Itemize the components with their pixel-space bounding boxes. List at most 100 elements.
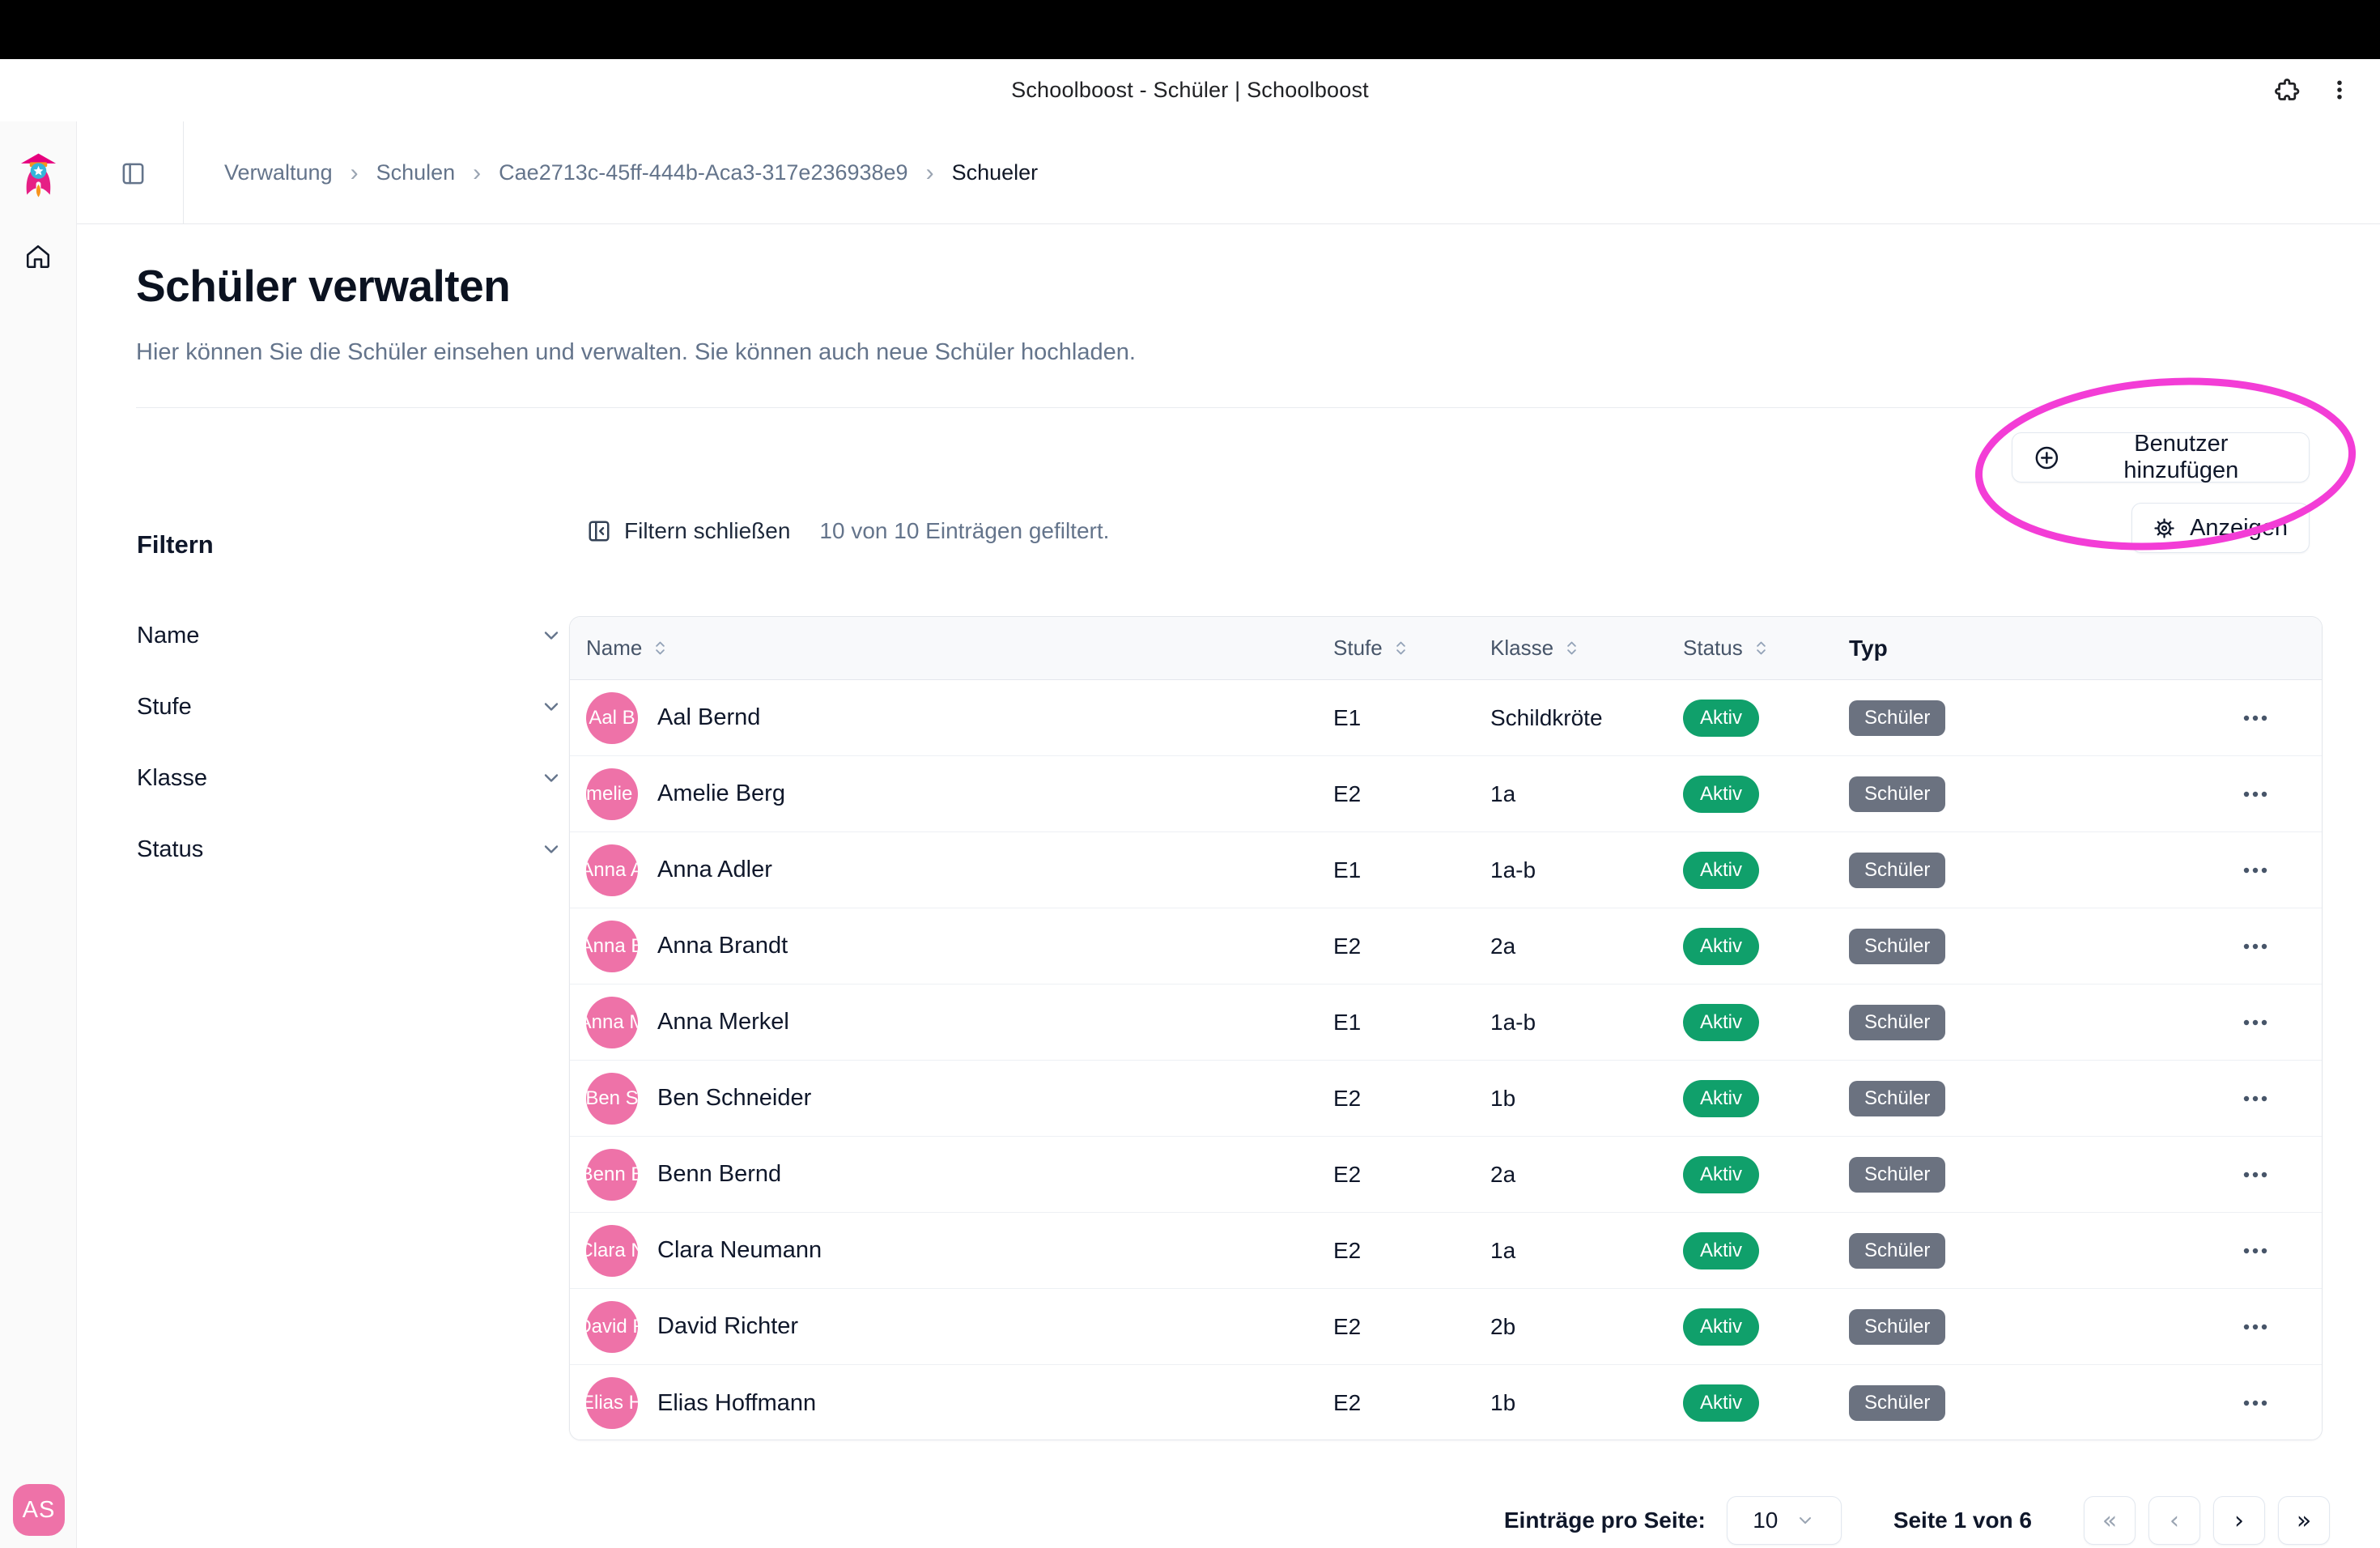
table-row[interactable]: Elias H Elias Hoffmann E2 1b Aktiv Schül… [570, 1365, 2322, 1440]
extensions-puzzle-icon[interactable] [2267, 70, 2306, 109]
table-row[interactable]: Anna A Anna Adler E1 1a-b Aktiv Schüler [570, 832, 2322, 908]
breadcrumb: Verwaltung › Schulen › Cae2713c-45ff-444… [224, 121, 1038, 224]
table-row[interactable]: Anna M Anna Merkel E1 1a-b Aktiv Schüler [570, 985, 2322, 1061]
klasse-cell: 1a [1490, 780, 1516, 806]
chevron-down-icon [544, 774, 559, 782]
sort-chevrons-icon[interactable] [652, 640, 669, 657]
row-actions-ellipsis-icon[interactable] [2233, 933, 2277, 959]
row-actions-ellipsis-icon[interactable] [2233, 857, 2277, 883]
filter-group[interactable]: Klasse [137, 754, 563, 802]
table-row[interactable]: Clara N Clara Neumann E2 1a Aktiv Schüle… [570, 1213, 2322, 1289]
row-actions-ellipsis-icon[interactable] [2233, 1390, 2277, 1416]
sidebar-toggle-panel-icon[interactable] [114, 155, 151, 192]
student-avatar: Anna M [586, 996, 638, 1048]
next-page-button[interactable]: › [2213, 1496, 2265, 1545]
per-page-select[interactable]: 10 [1726, 1496, 1842, 1545]
table-row[interactable]: David R David Richter E2 2b Aktiv Schüle… [570, 1289, 2322, 1365]
status-badge: Aktiv [1683, 851, 1760, 889]
first-page-button[interactable]: « [2084, 1496, 2136, 1545]
page-header: Verwaltung › Schulen › Cae2713c-45ff-444… [77, 121, 2380, 224]
per-page-label: Einträge pro Seite: [1503, 1508, 1706, 1533]
filter-group[interactable]: Stufe [137, 683, 563, 731]
chevron-down-icon [544, 845, 559, 853]
klasse-cell: 2b [1490, 1313, 1516, 1339]
add-user-button[interactable]: Benutzer hinzufügen [2012, 431, 2310, 483]
status-badge: Aktiv [1683, 1231, 1760, 1269]
app-logo-rocket-icon[interactable] [19, 152, 57, 199]
column-header[interactable]: Name [570, 636, 1333, 661]
row-actions-ellipsis-icon[interactable] [2233, 1238, 2277, 1264]
column-header-label: Klasse [1490, 636, 1554, 660]
klasse-cell: 2a [1490, 933, 1516, 959]
filter-group[interactable]: Name [137, 611, 563, 660]
chevron-right-icon: › [350, 159, 359, 186]
section-divider [136, 407, 2318, 408]
filters-heading: Filtern [137, 530, 214, 559]
status-badge: Aktiv [1683, 1003, 1760, 1041]
typ-badge: Schüler [1849, 1080, 1946, 1116]
breadcrumb-link[interactable]: Cae2713c-45ff-444b-Aca3-317e236938e9 [499, 160, 908, 185]
column-header[interactable]: Typ [1849, 636, 2189, 661]
student-name: Aal Bernd [657, 704, 761, 730]
breadcrumb-link[interactable]: Verwaltung [224, 160, 333, 185]
klasse-cell: 2a [1490, 1161, 1516, 1187]
row-actions-ellipsis-icon[interactable] [2233, 1162, 2277, 1188]
row-actions-ellipsis-icon[interactable] [2233, 781, 2277, 807]
student-name: Anna Adler [657, 857, 772, 882]
stufe-cell: E2 [1333, 1390, 1362, 1415]
column-header[interactable]: Klasse [1490, 636, 1683, 661]
prev-page-button[interactable]: ‹ [2148, 1496, 2200, 1545]
typ-badge: Schüler [1849, 1004, 1946, 1040]
filter-panel: Name Stufe Klasse [137, 611, 563, 896]
chevron-down-icon [1800, 1517, 1812, 1524]
sort-chevrons-icon[interactable] [1392, 640, 1409, 657]
page-info: Seite 1 von 6 [1893, 1508, 2032, 1533]
typ-badge: Schüler [1849, 852, 1946, 888]
stufe-cell: E2 [1333, 1237, 1362, 1263]
last-page-button[interactable]: » [2278, 1496, 2330, 1545]
chevron-right-icon: › [925, 159, 934, 186]
page-buttons: « ‹ › » [2084, 1496, 2330, 1545]
table-row[interactable]: Anna B Anna Brandt E2 2a Aktiv Schüler [570, 908, 2322, 985]
close-filters-button[interactable]: Filtern schließen [587, 518, 790, 544]
klasse-cell: 1a-b [1490, 1009, 1536, 1035]
filter-group-label: Klasse [137, 764, 208, 791]
student-name: Elias Hoffmann [657, 1389, 817, 1416]
header-divider [183, 121, 184, 223]
table-row[interactable]: Amelie B Amelie Berg E2 1a Aktiv Schüler [570, 756, 2322, 832]
row-actions-ellipsis-icon[interactable] [2233, 1086, 2277, 1112]
breadcrumb-link[interactable]: Schulen [376, 160, 456, 185]
display-settings-button[interactable]: Anzeigen [2131, 503, 2310, 553]
sort-chevrons-icon[interactable] [1563, 640, 1580, 657]
breadcrumb-item: Cae2713c-45ff-444b-Aca3-317e236938e9 › [499, 160, 951, 185]
table-row[interactable]: Aal B Aal Bernd E1 Schildkröte Aktiv Sch… [570, 680, 2322, 756]
pagination: Einträge pro Seite: 10 Seite 1 von 6 « ‹… [77, 1494, 2380, 1547]
student-avatar: Clara N [586, 1224, 638, 1277]
table-row[interactable]: Ben S Ben Schneider E2 1b Aktiv Schüler [570, 1061, 2322, 1137]
home-icon[interactable] [19, 238, 57, 275]
stufe-cell: E2 [1333, 1313, 1362, 1339]
row-actions-ellipsis-icon[interactable] [2233, 1314, 2277, 1340]
student-avatar: Anna B [586, 920, 638, 972]
breadcrumb-link[interactable]: Schueler [951, 160, 1039, 185]
row-actions-ellipsis-icon[interactable] [2233, 1010, 2277, 1036]
gear-icon [2154, 517, 2174, 538]
filter-group[interactable]: Status [137, 825, 563, 874]
page-subtitle: Hier können Sie die Schüler einsehen und… [136, 339, 1136, 365]
column-header-label: Status [1683, 636, 1743, 660]
typ-badge: Schüler [1849, 1385, 1946, 1421]
row-actions-ellipsis-icon[interactable] [2233, 705, 2277, 731]
column-header[interactable]: Stufe [1333, 636, 1490, 661]
filter-group-label: Status [137, 836, 204, 862]
user-avatar[interactable]: AS [13, 1484, 65, 1536]
browser-menu-kebab-icon[interactable] [2320, 70, 2359, 109]
status-badge: Aktiv [1683, 1384, 1760, 1422]
typ-badge: Schüler [1849, 1232, 1946, 1269]
student-name: Anna Brandt [657, 933, 788, 959]
table-header-row: Name Stufe [570, 617, 2322, 680]
stufe-cell: E1 [1333, 1009, 1362, 1035]
table-row[interactable]: Benn B Benn Bernd E2 2a Aktiv Schüler [570, 1137, 2322, 1213]
column-header[interactable]: Status [1683, 636, 1849, 661]
sort-chevrons-icon[interactable] [1753, 640, 1770, 657]
